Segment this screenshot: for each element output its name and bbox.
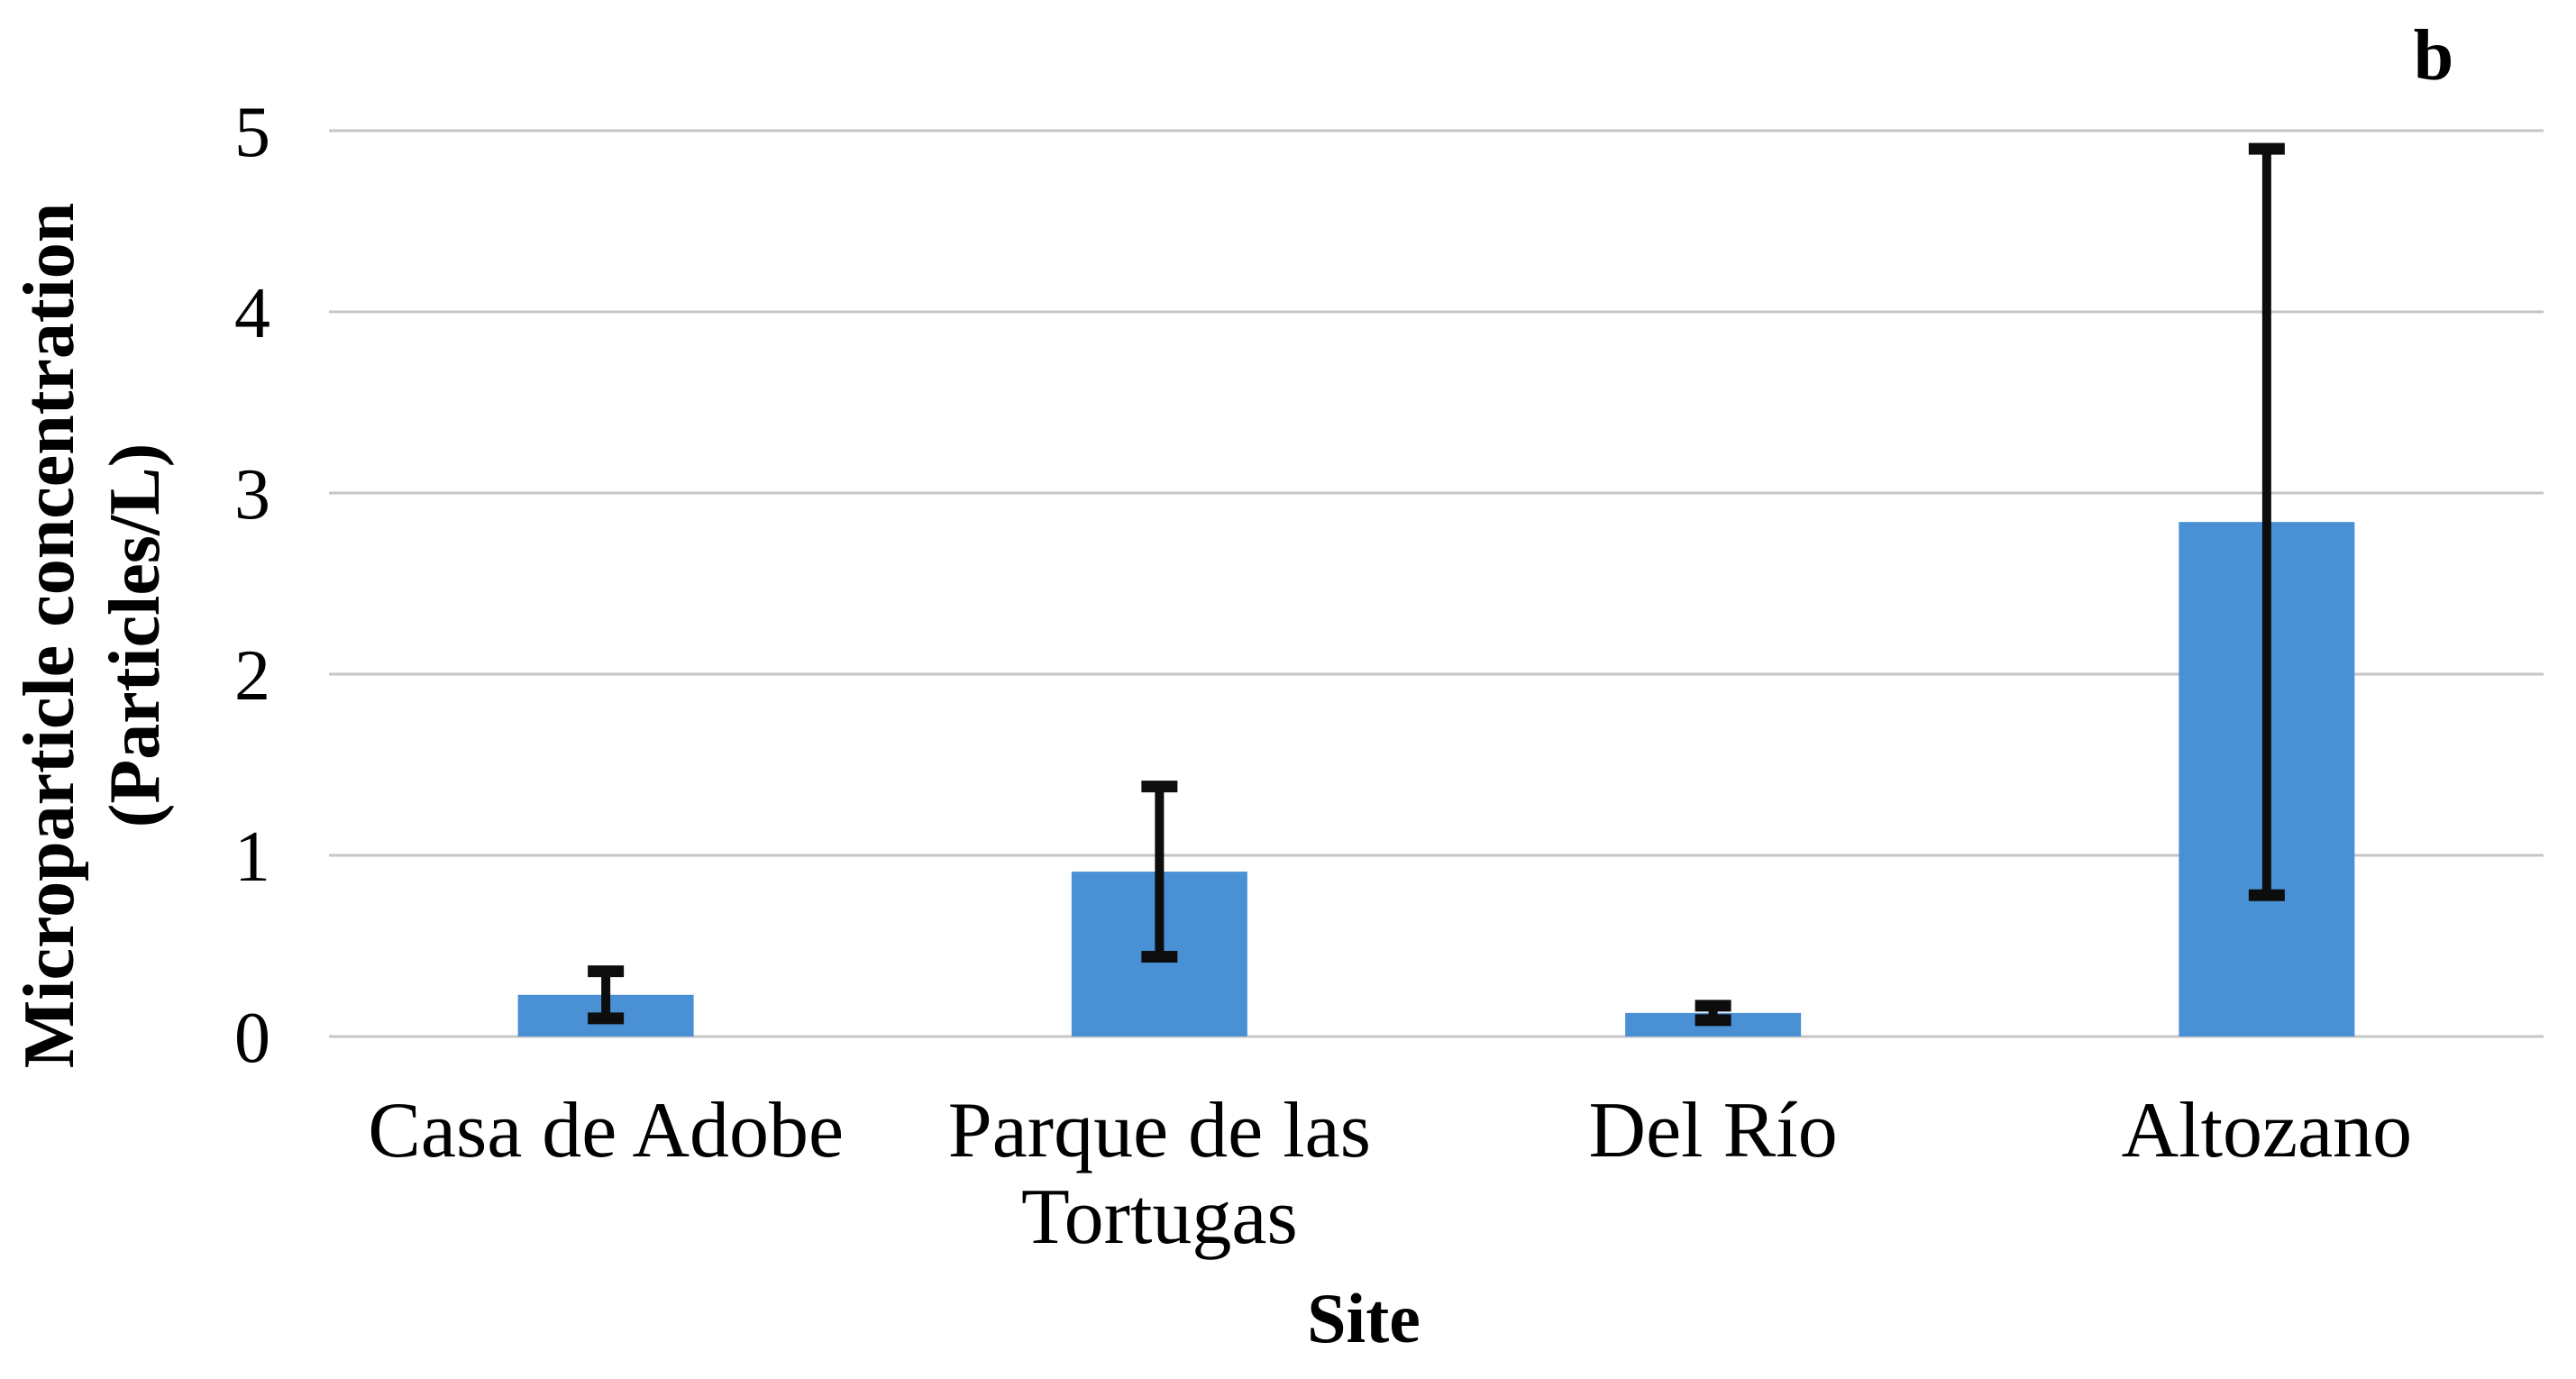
x-axis-title: Site — [1307, 1279, 1420, 1357]
error-bar-casa-de-adobe — [588, 965, 625, 1025]
y-axis-title-line1: Microparticle concentration — [10, 202, 89, 1069]
error-bar-del-rio — [1694, 1000, 1731, 1027]
error-bars — [588, 142, 2285, 1027]
error-bar-parque-de-las-tortugas — [1141, 781, 1178, 963]
error-bar-altozano — [2248, 142, 2285, 901]
category-label-parque-de-las-tortugas: Parque de las Tortugas — [948, 1087, 1371, 1261]
category-label-altozano: Altozano — [2122, 1087, 2413, 1174]
panel-label: b — [2413, 16, 2454, 96]
gridlines — [329, 129, 2544, 1038]
y-tick-label-1: 1 — [234, 817, 270, 897]
y-axis-title: Microparticle concentration (Particles/L… — [7, 95, 178, 1176]
y-tick-label-4: 4 — [234, 274, 270, 353]
category-label-del-rio: Del Río — [1589, 1087, 1838, 1174]
y-axis-title-line2: (Particles/L) — [96, 443, 175, 828]
y-tick-label-5: 5 — [234, 93, 270, 172]
y-tick-label-2: 2 — [234, 636, 270, 716]
x-axis-category-labels: Casa de Adobe Parque de las Tortugas Del Rí… — [368, 1087, 2412, 1261]
category-label-casa-de-adobe: Casa de Adobe — [368, 1087, 844, 1174]
bars — [517, 522, 2355, 1037]
y-tick-label-3: 3 — [234, 455, 270, 534]
y-tick-label-0: 0 — [234, 999, 270, 1078]
y-axis-tick-labels: 0 1 2 3 4 5 — [234, 93, 270, 1078]
